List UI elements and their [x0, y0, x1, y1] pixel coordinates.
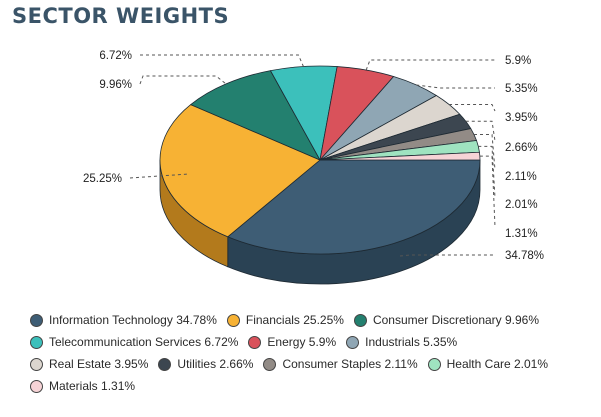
pie-chart: 34.78% 25.25% 9.96% 6.72% 5.9% 5.35% 3.95% 2.66… — [83, 50, 544, 285]
leader-financials — [129, 173, 189, 179]
leader-consumer-discretionary — [139, 75, 227, 85]
data-label-health-care: 2.01% — [505, 199, 538, 211]
legend-swatch — [30, 379, 43, 393]
legend-swatch — [353, 313, 367, 327]
legend-label: Industrials 5.35% — [365, 335, 458, 349]
data-label-materials: 1.31% — [505, 228, 538, 240]
legend-item-information-technology[interactable]: Information Technology 34.78% — [30, 313, 217, 327]
data-label-consumer-discretionary: 9.96% — [99, 79, 132, 91]
legend-row: Information Technology 34.78% Financials … — [30, 313, 600, 327]
legend-swatch — [158, 357, 172, 371]
legend-item-telecommunication-services[interactable]: Telecommunication Services 6.72% — [30, 335, 238, 349]
legend-swatch — [346, 335, 360, 349]
data-label-telecommunication-services: 6.72% — [99, 50, 132, 62]
data-label-industrials: 5.35% — [505, 83, 538, 95]
legend-row: Real Estate 3.95% Utilities 2.66% Consumer… — [30, 357, 600, 371]
legend-item-consumer-staples[interactable]: Consumer Staples 2.11% — [263, 357, 418, 371]
legend-label: Health Care 2.01% — [446, 357, 549, 371]
slice-materials[interactable] — [319, 151, 481, 161]
legend: Information Technology 34.78% Financials … — [30, 313, 600, 393]
legend-swatch — [30, 335, 43, 349]
legend-swatch — [248, 335, 262, 349]
data-label-information-technology: 34.78% — [505, 250, 544, 262]
legend-swatch — [30, 357, 43, 371]
data-label-consumer-staples: 2.11% — [505, 171, 537, 183]
legend-row: Materials 1.31% — [30, 379, 600, 393]
leader-materials — [479, 155, 496, 228]
slice-consumer-discretionary[interactable] — [190, 70, 321, 161]
legend-item-health-care[interactable]: Health Care 2.01% — [427, 357, 549, 371]
legend-swatch — [263, 357, 277, 371]
legend-label: Consumer Staples 2.11% — [282, 357, 418, 371]
legend-item-energy[interactable]: Energy 5.9% — [248, 335, 336, 349]
data-label-utilities: 2.66% — [505, 142, 538, 154]
legend-swatch — [226, 313, 240, 327]
slice-information-technology[interactable] — [227, 159, 481, 255]
legend-label: Materials 1.31% — [49, 379, 136, 393]
legend-row: Telecommunication Services 6.72% Energy 5… — [30, 335, 600, 349]
legend-item-materials[interactable]: Materials 1.31% — [30, 379, 135, 393]
leader-information-technology — [399, 254, 495, 257]
legend-label: Information Technology 34.78% — [49, 313, 217, 327]
leader-real-estate — [449, 103, 496, 112]
leader-industrials — [416, 84, 495, 89]
data-label-real-estate: 3.95% — [505, 112, 538, 124]
legend-swatch — [427, 357, 441, 371]
data-labels: 34.78% 25.25% 9.96% 6.72% 5.9% 5.35% 3.95% 2.66… — [83, 50, 544, 262]
legend-label: Financials 25.25% — [245, 313, 344, 327]
chart-title: SECTOR WEIGHTS — [12, 4, 230, 28]
leader-utilities — [465, 120, 496, 142]
pie-slices — [159, 65, 481, 255]
label-leaders — [129, 54, 496, 257]
legend-swatch — [30, 313, 43, 327]
legend-label: Telecommunication Services 6.72% — [49, 335, 239, 349]
legend-label: Utilities 2.66% — [177, 357, 254, 371]
legend-item-utilities[interactable]: Utilities 2.66% — [158, 357, 253, 371]
legend-label: Energy 5.9% — [267, 335, 337, 349]
leader-consumer-staples — [473, 133, 496, 171]
leader-telecommunication-services — [140, 54, 304, 67]
legend-item-consumer-discretionary[interactable]: Consumer Discretionary 9.96% — [353, 313, 540, 327]
data-label-energy: 5.9% — [505, 55, 531, 67]
legend-item-financials[interactable]: Financials 25.25% — [226, 313, 344, 327]
slice-financials[interactable] — [159, 104, 321, 238]
leader-energy — [365, 59, 495, 71]
data-label-financials: 25.25% — [83, 173, 122, 185]
legend-label: Consumer Discretionary 9.96% — [372, 313, 540, 327]
leader-health-care — [478, 145, 496, 199]
legend-item-industrials[interactable]: Industrials 5.35% — [346, 335, 457, 349]
legend-item-real-estate[interactable]: Real Estate 3.95% — [30, 357, 148, 371]
legend-label: Real Estate 3.95% — [49, 357, 149, 371]
